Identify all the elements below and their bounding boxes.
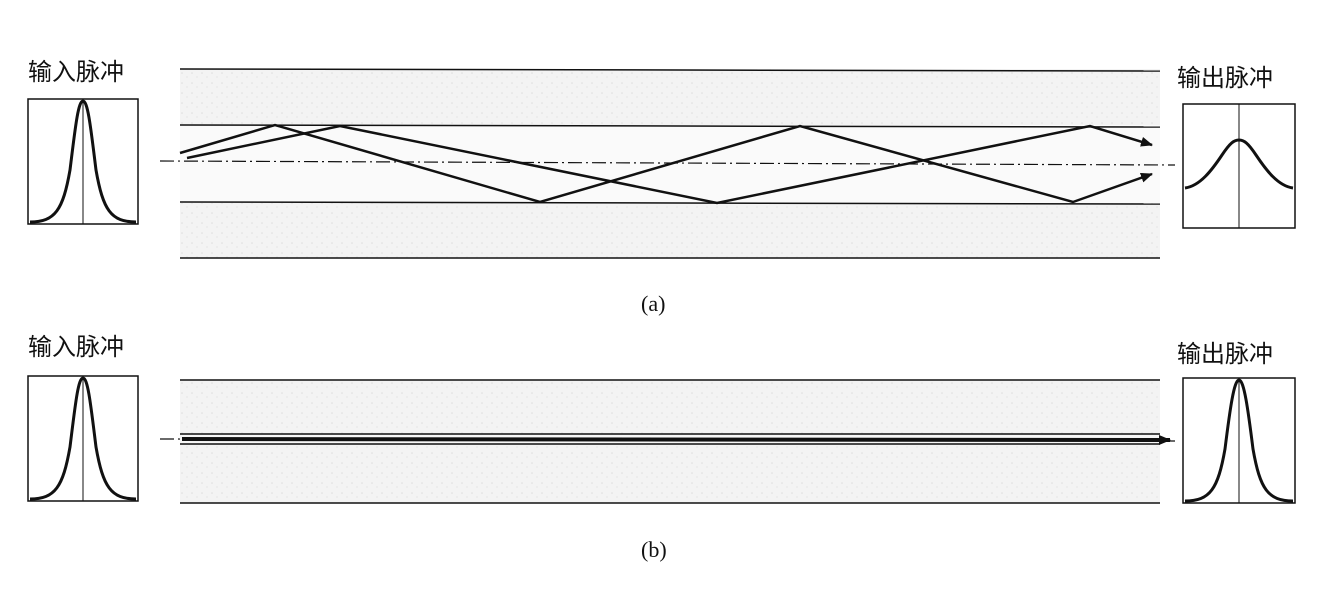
fiber-a-cladding-bottom: [180, 203, 1160, 258]
panel-b: [28, 376, 1295, 503]
panel-b-output-pulse-plot: [1183, 378, 1295, 503]
panel-a-input-pulse-plot: [28, 99, 138, 224]
panel-b-input-pulse-plot: [28, 376, 138, 501]
fiber-b-cladding-bottom: [180, 444, 1160, 503]
fiber-b-cladding-top: [180, 380, 1160, 434]
straight-ray: [182, 439, 1170, 440]
fiber-a-cladding-top: [180, 69, 1160, 125]
panel-a-output-pulse-plot: [1183, 104, 1295, 228]
panel-a: [28, 69, 1295, 258]
